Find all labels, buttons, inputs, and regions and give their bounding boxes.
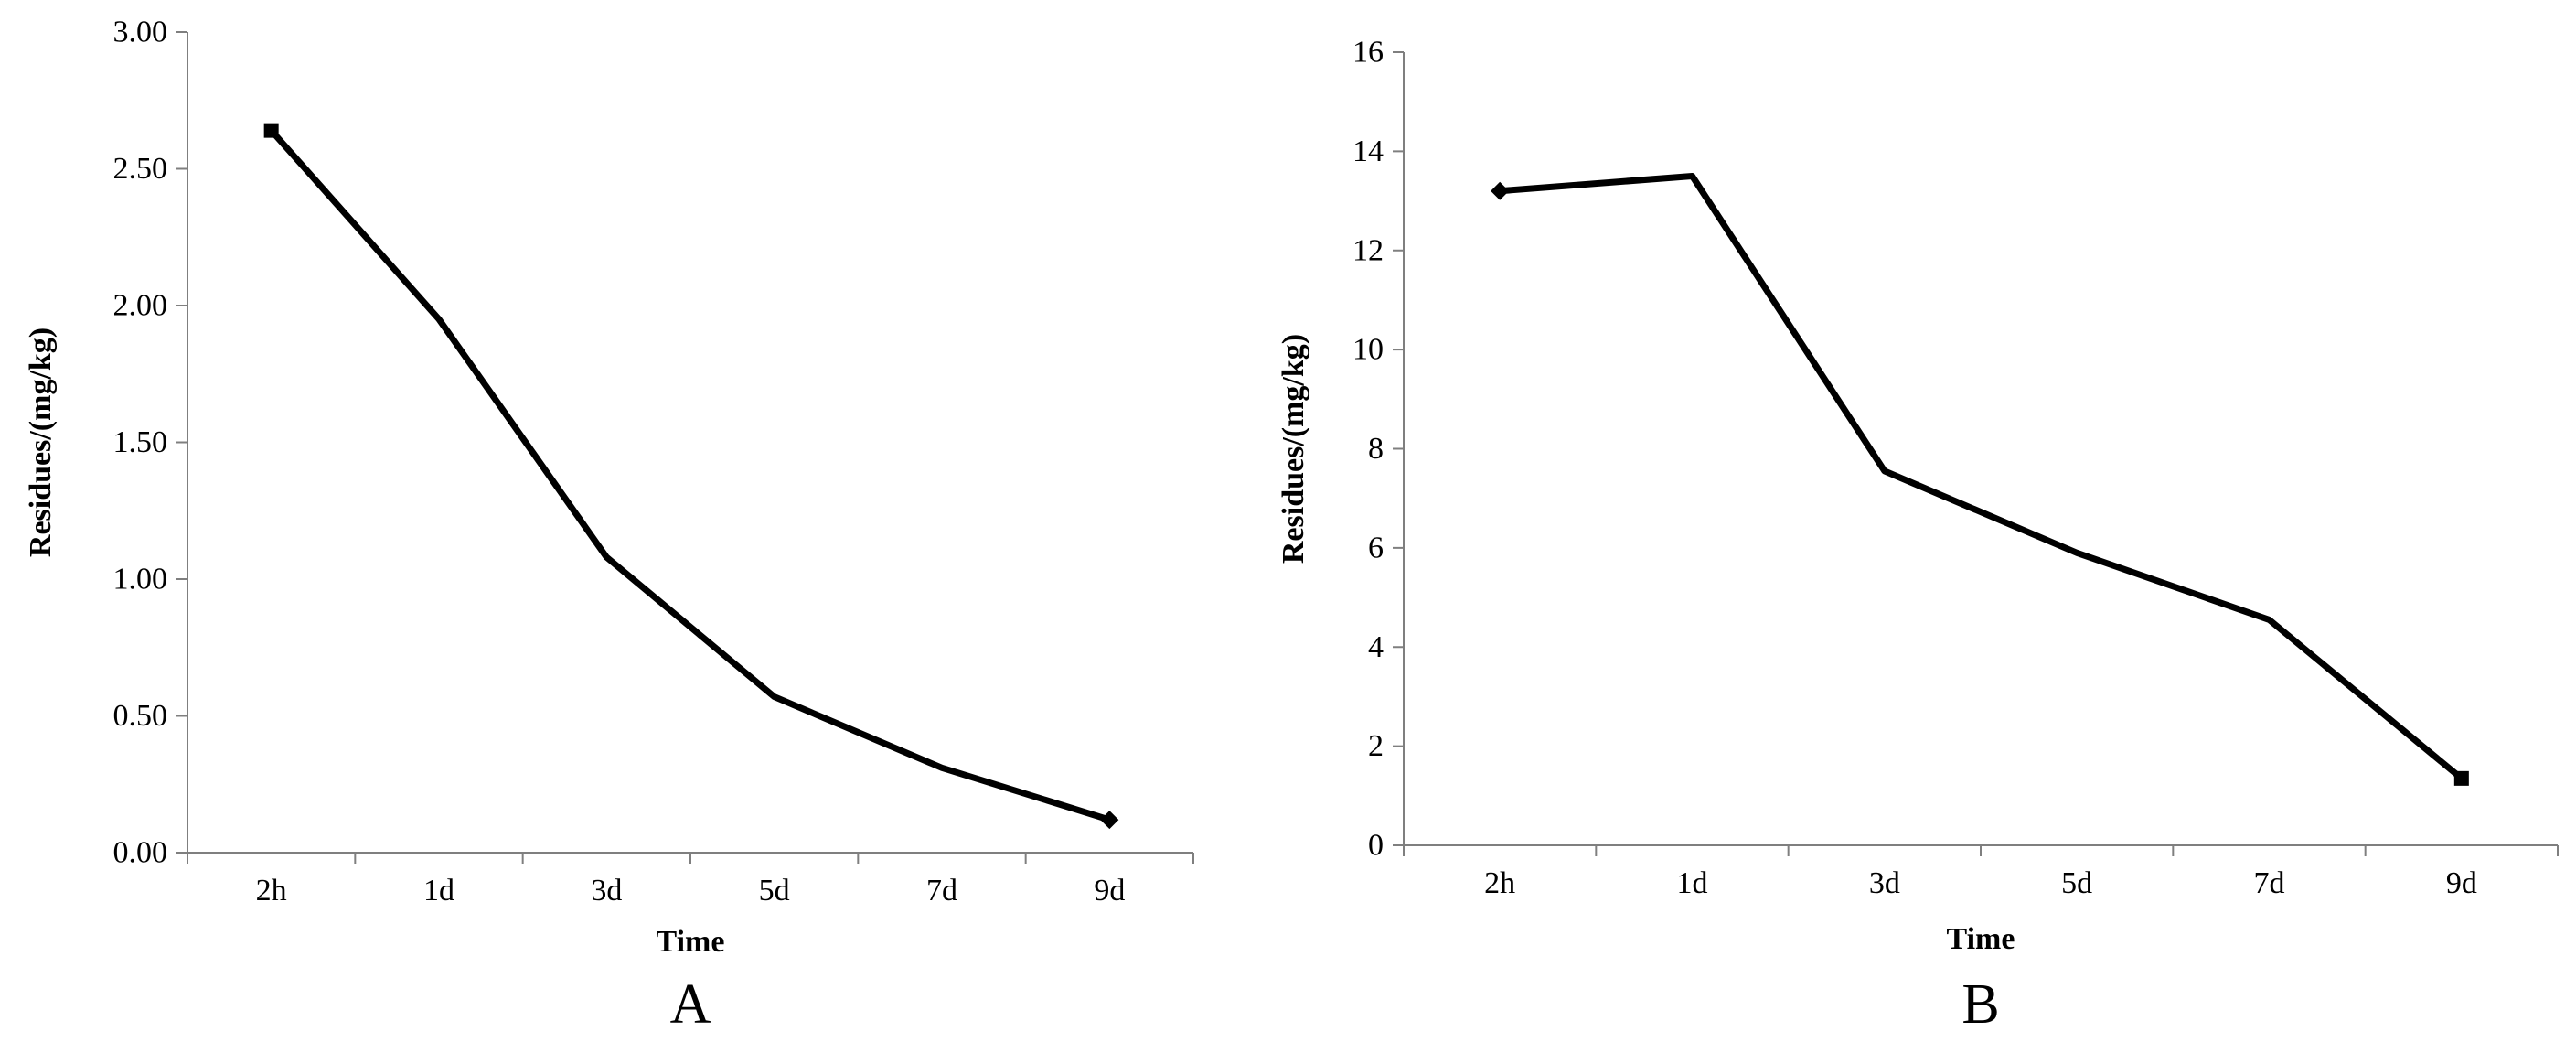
x-axis-title: Time [657, 925, 725, 959]
y-tick-label: 2.50 [113, 152, 168, 186]
x-tick-label: 5d [759, 874, 790, 908]
y-tick-label: 0 [1368, 829, 1384, 863]
x-tick-label: 7d [926, 874, 957, 908]
data-point-marker-start [263, 123, 279, 138]
y-tick-label: 8 [1368, 432, 1384, 466]
chart-panel-a: 0.00 0.50 1.00 1.50 2.00 2.50 3.00 2h 1d 3d 5d 7d 9d… [24, 16, 1194, 1036]
data-point-marker-start [1491, 181, 1510, 200]
series-line [1496, 172, 2465, 782]
y-tick-label: 14 [1352, 134, 1384, 168]
y-tick-label: 0.00 [113, 836, 168, 870]
y-tick-label: 16 [1352, 36, 1384, 70]
x-tick-label: 5d [2061, 866, 2092, 900]
panel-label: A [670, 973, 711, 1036]
y-tick-label: 1.50 [113, 425, 168, 459]
y-tick-label: 1.00 [113, 563, 168, 596]
x-tick-label: 2h [256, 874, 287, 908]
y-tick-label: 12 [1352, 233, 1384, 267]
x-tick-label: 7d [2254, 866, 2285, 900]
x-tick-label: 1d [1677, 866, 1708, 900]
y-axis-title: Residues/(mg/kg) [24, 328, 58, 557]
x-tick-label: 9d [1094, 874, 1125, 908]
y-tick-label: 3.00 [113, 16, 168, 49]
data-point-marker-end [1100, 811, 1119, 830]
x-tick-label: 3d [1869, 866, 1900, 900]
x-tick-label: 2h [1484, 866, 1515, 900]
y-tick-label: 6 [1368, 531, 1384, 564]
series-line [268, 127, 1113, 823]
panel-label: B [1961, 973, 1999, 1036]
y-axis-title: Residues/(mg/kg) [1277, 334, 1310, 564]
x-tick-label: 9d [2446, 866, 2477, 900]
data-point-marker-end [2453, 770, 2469, 786]
x-tick-label: 3d [591, 874, 622, 908]
y-tick-label: 4 [1368, 630, 1384, 664]
y-tick-label: 2 [1368, 729, 1384, 763]
y-tick-label: 2.00 [113, 289, 168, 323]
y-tick-label: 0.50 [113, 699, 168, 733]
x-tick-label: 1d [423, 874, 454, 908]
x-axis-title: Time [1947, 922, 2015, 956]
y-tick-label: 10 [1352, 333, 1384, 367]
chart-panel-b: 0 2 4 6 8 10 12 14 16 2h 1d 3d 5d 7d 9d Time Residues/(m… [1277, 36, 2559, 1036]
